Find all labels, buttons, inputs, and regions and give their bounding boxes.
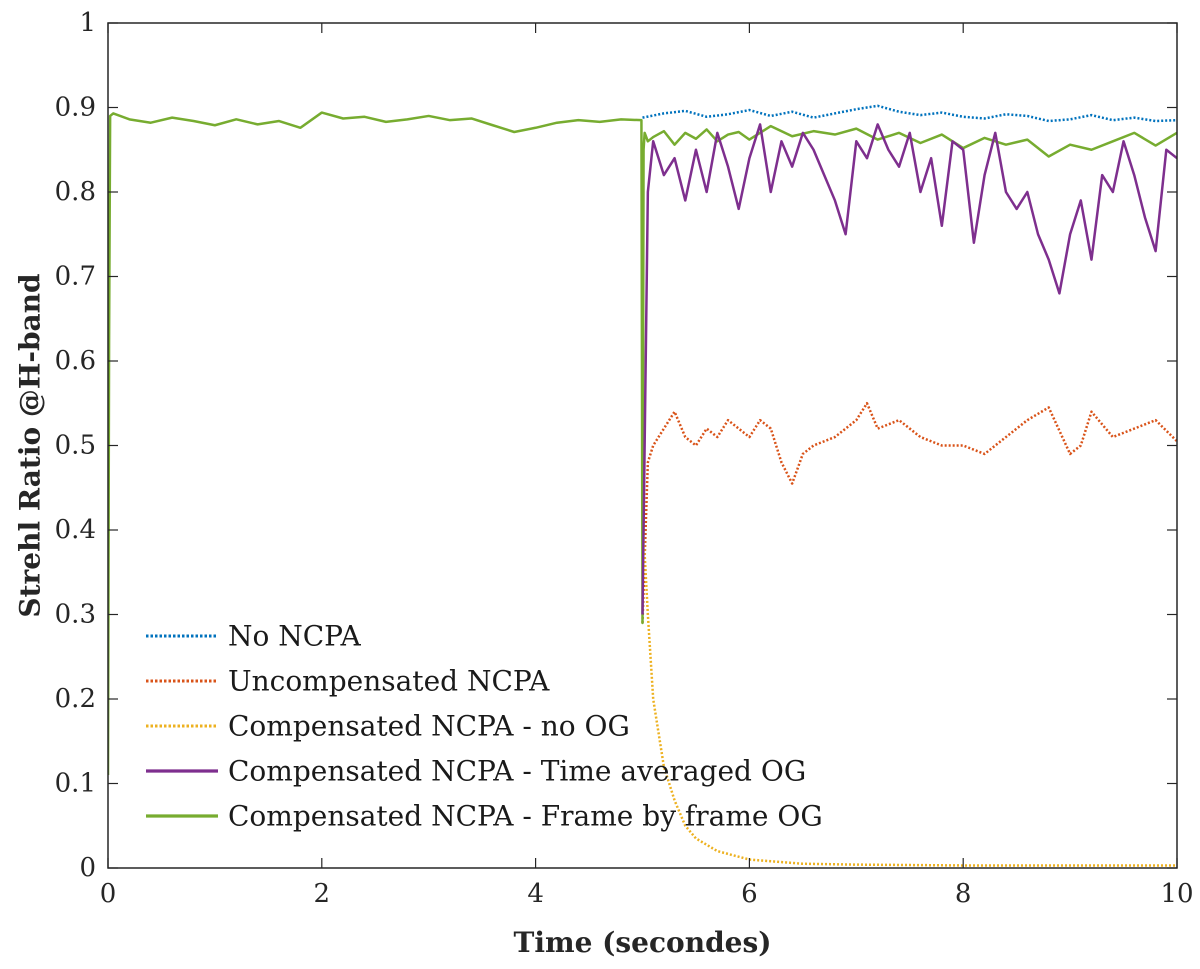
y-tick-label: 0.1 xyxy=(55,769,96,799)
y-tick-label: 0.3 xyxy=(55,600,96,630)
x-axis-title: Time (secondes) xyxy=(514,926,772,959)
y-tick-label: 0.2 xyxy=(55,684,96,714)
x-tick-label: 4 xyxy=(527,879,544,909)
series-line-3 xyxy=(641,513,1177,867)
legend: No NCPA Uncompensated NCPA Compensated NCP… xyxy=(146,620,823,833)
x-tick-label: 0 xyxy=(100,879,117,909)
axis-ticks: 0 2 4 6 8 10 0 0.1 0.2 0.3 0.4 0.5 0.6 0.7 0.8 0.9 1 xyxy=(55,8,1194,909)
y-tick-label: 0.4 xyxy=(55,515,96,545)
y-tick-label: 0 xyxy=(79,853,96,883)
series-line-4 xyxy=(641,123,1177,615)
legend-label-4: Compensated NCPA - Time averaged OG xyxy=(228,755,806,788)
y-tick-label: 0.6 xyxy=(55,346,96,376)
x-tick-label: 8 xyxy=(955,879,972,909)
y-tick-label: 0.7 xyxy=(55,262,96,292)
y-tick-label: 0.9 xyxy=(55,93,96,123)
legend-label-3: Compensated NCPA - no OG xyxy=(228,710,630,743)
plot-lines xyxy=(108,104,1177,867)
series-line-1 xyxy=(642,104,1177,123)
x-tick-label: 2 xyxy=(314,879,331,909)
x-tick-label: 10 xyxy=(1160,879,1193,909)
y-axis-title: Strehl Ratio @H-band xyxy=(14,273,47,617)
y-tick-label: 1 xyxy=(79,8,96,38)
legend-label-1: No NCPA xyxy=(228,620,361,653)
legend-label-5: Compensated NCPA - Frame by frame OG xyxy=(228,800,823,833)
y-tick-label: 0.8 xyxy=(55,177,96,207)
series-line-2 xyxy=(641,402,1177,623)
x-tick-label: 6 xyxy=(741,879,758,909)
legend-label-2: Uncompensated NCPA xyxy=(228,665,550,698)
y-tick-label: 0.5 xyxy=(55,431,96,461)
